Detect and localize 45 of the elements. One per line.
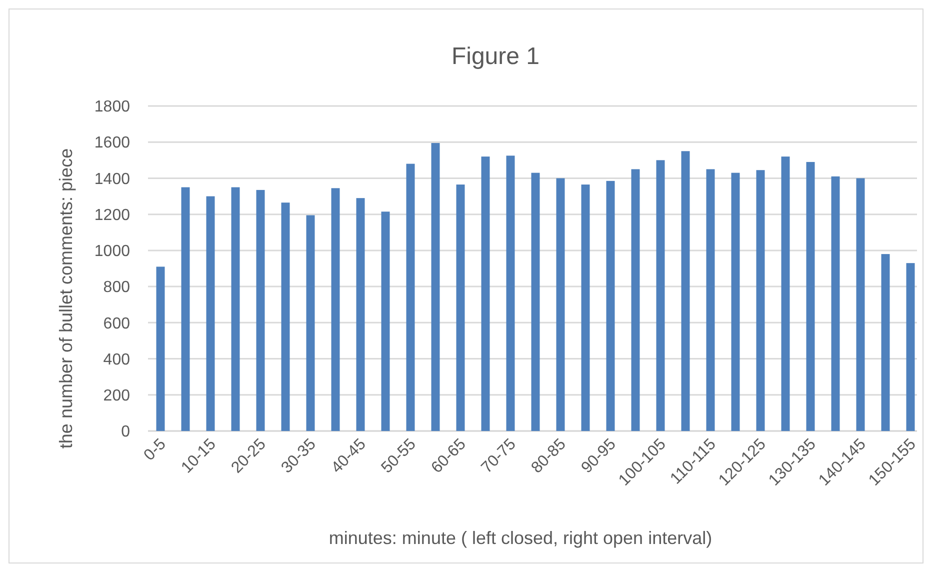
y-tick-label: 1000 <box>94 243 130 260</box>
bar <box>581 184 590 431</box>
bar <box>156 266 165 431</box>
bar <box>206 196 215 431</box>
bar <box>731 172 740 431</box>
bar <box>706 169 715 431</box>
bar <box>231 187 240 431</box>
y-tick-label: 1800 <box>94 98 130 116</box>
bar <box>881 254 890 431</box>
y-tick-label: 1600 <box>94 134 130 152</box>
bar <box>256 190 265 431</box>
bar <box>906 263 915 431</box>
bar <box>281 202 290 431</box>
bar <box>756 170 765 431</box>
y-tick-label: 1200 <box>94 206 130 224</box>
bar <box>681 151 690 431</box>
chart-title: Figure 1 <box>451 43 540 70</box>
y-tick-label: 1400 <box>94 170 130 188</box>
bar <box>431 143 440 431</box>
bar <box>506 156 515 431</box>
bar <box>656 160 665 431</box>
y-tick-label: 400 <box>103 351 130 368</box>
bar <box>331 188 340 431</box>
y-tick-label: 0 <box>121 424 130 441</box>
bar <box>806 162 815 431</box>
bar <box>531 172 540 431</box>
bar <box>856 178 865 431</box>
y-tick-label: 200 <box>103 387 130 404</box>
y-axis-title: the number of bullet comments: piece <box>56 148 76 449</box>
y-tick-label: 600 <box>103 315 130 332</box>
bar <box>831 176 840 431</box>
bar <box>406 164 415 431</box>
bar <box>781 156 790 431</box>
bar <box>381 212 390 431</box>
bar <box>606 180 615 431</box>
bar <box>456 184 465 431</box>
bar <box>481 156 490 431</box>
bar <box>556 178 565 431</box>
bar <box>631 169 640 431</box>
x-tick-label: 0-5 <box>140 436 170 464</box>
bar <box>306 215 315 431</box>
bar <box>356 198 365 431</box>
x-axis-title: minutes: minute ( left closed, right open interval) <box>328 528 712 548</box>
bar <box>181 187 190 431</box>
y-tick-label: 800 <box>103 279 130 296</box>
